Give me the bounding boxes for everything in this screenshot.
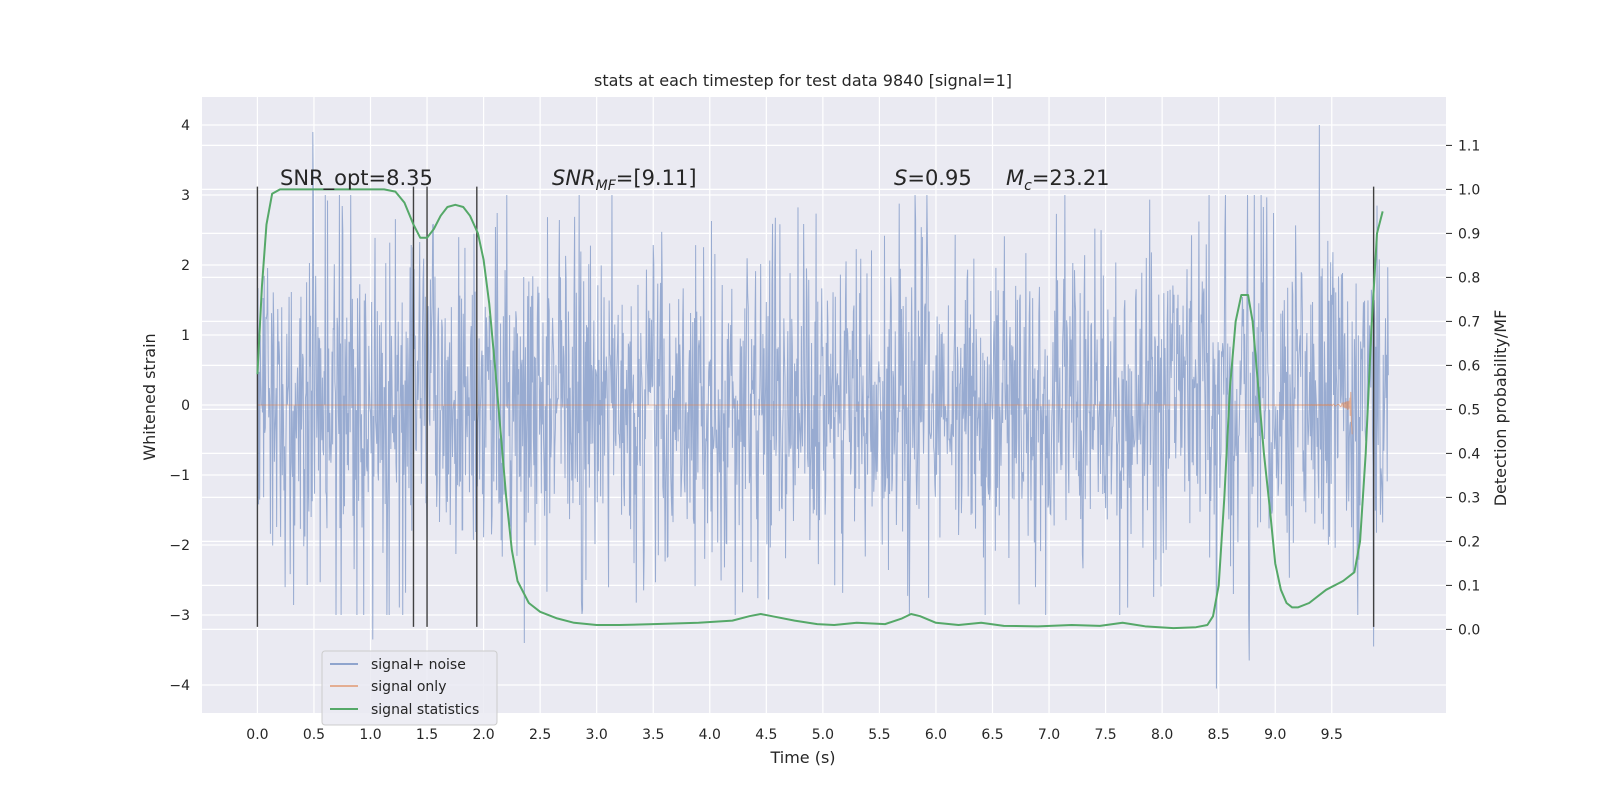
annotation-snr-mf-main: SNR [552, 166, 596, 190]
legend-label-signal-noise: signal+ noise [371, 657, 466, 673]
x-axis-label: Time (s) [769, 748, 835, 767]
x-tick-label: 8.5 [1208, 727, 1230, 743]
y-tick-label: 3 [181, 188, 190, 204]
signal-noise-series [256, 124, 1389, 689]
annotation-snr-opt: SNR_opt=8.35 [280, 166, 433, 191]
x-tick-label: 3.0 [586, 727, 608, 743]
x-tick-label: 9.0 [1264, 727, 1286, 743]
x-tick-label: 2.0 [472, 727, 494, 743]
annotation-s-value: =0.95 [907, 166, 971, 190]
y2-tick-label: 0.5 [1458, 402, 1480, 418]
y2-tick-label: 0.8 [1458, 270, 1480, 286]
y2-tick-label: 0.7 [1458, 314, 1480, 330]
x-tick-label: 4.0 [699, 727, 721, 743]
x-tick-label: 0.5 [303, 727, 325, 743]
x-tick-label: 6.5 [981, 727, 1003, 743]
x-tick-label: 5.0 [812, 727, 834, 743]
annotation-mc-main: M [1006, 166, 1024, 190]
y2-tick-label: 0.6 [1458, 358, 1480, 374]
x-tick-label: 8.0 [1151, 727, 1173, 743]
legend-box [321, 650, 498, 726]
signal-statistics-series [256, 188, 1384, 630]
x-tick-label: 2.5 [529, 727, 551, 743]
signal-noise-line [256, 124, 1389, 689]
y2-axis-label: Detection probability/MF [1491, 310, 1510, 507]
y-tick-label: 4 [181, 118, 190, 134]
vertical-markers [256, 186, 1375, 627]
tick-labels: 0.0 0.5 1.0 1.5 2.0 2.5 3.0 3.5 4.0 4.5 5.0 5.5 6.0 6… [169, 118, 1480, 743]
y-tick-label: −1 [169, 468, 190, 484]
y2-tick-label: 0.3 [1458, 490, 1480, 506]
annotation-snr-mf-sub: MF [596, 178, 617, 194]
annotation-mc-sub: c [1024, 178, 1032, 194]
x-tick-label: 4.5 [755, 727, 777, 743]
annotation-snr-mf: SNRMF=[9.11] [552, 166, 697, 194]
y-tick-label: 0 [181, 398, 190, 414]
y2-tick-label: 1.1 [1458, 138, 1480, 154]
legend-label-signal-only: signal only [371, 679, 446, 695]
x-tick-label: 9.5 [1321, 727, 1343, 743]
y2-tick-label: 1.0 [1458, 182, 1480, 198]
y-axis-label: Whitened strain [140, 333, 159, 460]
y-tick-label: −4 [169, 678, 190, 694]
y-tick-label: −3 [169, 608, 190, 624]
signal-only-line [257, 391, 1353, 435]
annotation-snr-mf-value: =[9.11] [616, 166, 697, 190]
x-tick-label: 7.0 [1038, 727, 1060, 743]
chart-title: stats at each timestep for test data 984… [594, 71, 1012, 90]
y2-tick-label: 0.2 [1458, 534, 1480, 550]
y2-tick-label: 0.0 [1458, 622, 1480, 638]
x-tick-label: 1.5 [416, 727, 438, 743]
y2-tick-label: 0.9 [1458, 226, 1480, 242]
y-tick-label: −2 [169, 538, 190, 554]
x-tick-label: 7.5 [1094, 727, 1116, 743]
signal-statistics-line [256, 188, 1384, 630]
x-tick-label: 1.0 [359, 727, 381, 743]
annotation-s-main: S [894, 166, 907, 190]
signal-only-series [257, 391, 1353, 435]
x-tick-label: 0.0 [246, 727, 268, 743]
y2-tick-label: 0.1 [1458, 578, 1480, 594]
x-tick-label: 5.5 [868, 727, 890, 743]
x-tick-label: 3.5 [642, 727, 664, 743]
y2-tick-label: 0.4 [1458, 446, 1480, 462]
annotation-s: S=0.95 [894, 166, 972, 190]
y-tick-label: 1 [181, 328, 190, 344]
y-tick-label: 2 [181, 258, 190, 274]
x-tick-label: 6.0 [925, 727, 947, 743]
annotation-mc: Mc=23.21 [1006, 166, 1110, 194]
legend-label-signal-statistics: signal statistics [371, 702, 479, 718]
annotation-mc-value: =23.21 [1032, 166, 1110, 190]
legend: signal+ noise signal only signal statist… [321, 650, 498, 726]
